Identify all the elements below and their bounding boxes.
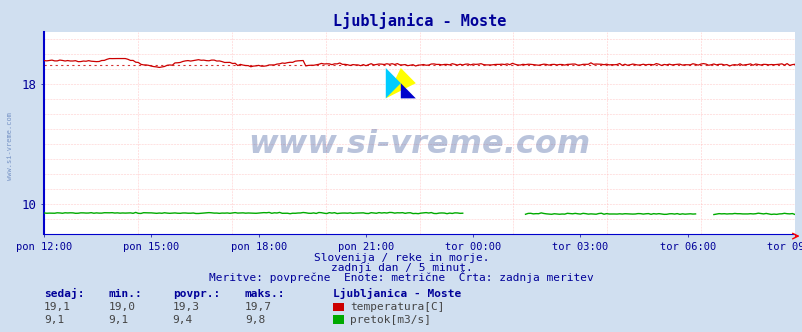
Text: min.:: min.: xyxy=(108,289,142,299)
Text: 9,1: 9,1 xyxy=(44,315,64,325)
Text: 19,1: 19,1 xyxy=(44,302,71,312)
Text: zadnji dan / 5 minut.: zadnji dan / 5 minut. xyxy=(330,263,472,273)
Text: 19,3: 19,3 xyxy=(172,302,200,312)
Text: temperatura[C]: temperatura[C] xyxy=(350,302,444,312)
Title: Ljubljanica - Moste: Ljubljanica - Moste xyxy=(333,12,505,29)
Text: Meritve: povprečne  Enote: metrične  Črta: zadnja meritev: Meritve: povprečne Enote: metrične Črta:… xyxy=(209,271,593,283)
Text: sedaj:: sedaj: xyxy=(44,288,84,299)
Text: maks.:: maks.: xyxy=(245,289,285,299)
Text: Slovenija / reke in morje.: Slovenija / reke in morje. xyxy=(314,253,488,263)
Text: www.si-vreme.com: www.si-vreme.com xyxy=(7,112,14,180)
Text: 19,7: 19,7 xyxy=(245,302,272,312)
Text: 9,1: 9,1 xyxy=(108,315,128,325)
Text: www.si-vreme.com: www.si-vreme.com xyxy=(248,129,590,160)
Polygon shape xyxy=(385,68,415,98)
Polygon shape xyxy=(385,68,400,98)
Text: 9,8: 9,8 xyxy=(245,315,265,325)
Text: 9,4: 9,4 xyxy=(172,315,192,325)
Text: Ljubljanica - Moste: Ljubljanica - Moste xyxy=(333,288,461,299)
Polygon shape xyxy=(400,83,415,98)
Text: povpr.:: povpr.: xyxy=(172,289,220,299)
Text: pretok[m3/s]: pretok[m3/s] xyxy=(350,315,431,325)
Text: 19,0: 19,0 xyxy=(108,302,136,312)
